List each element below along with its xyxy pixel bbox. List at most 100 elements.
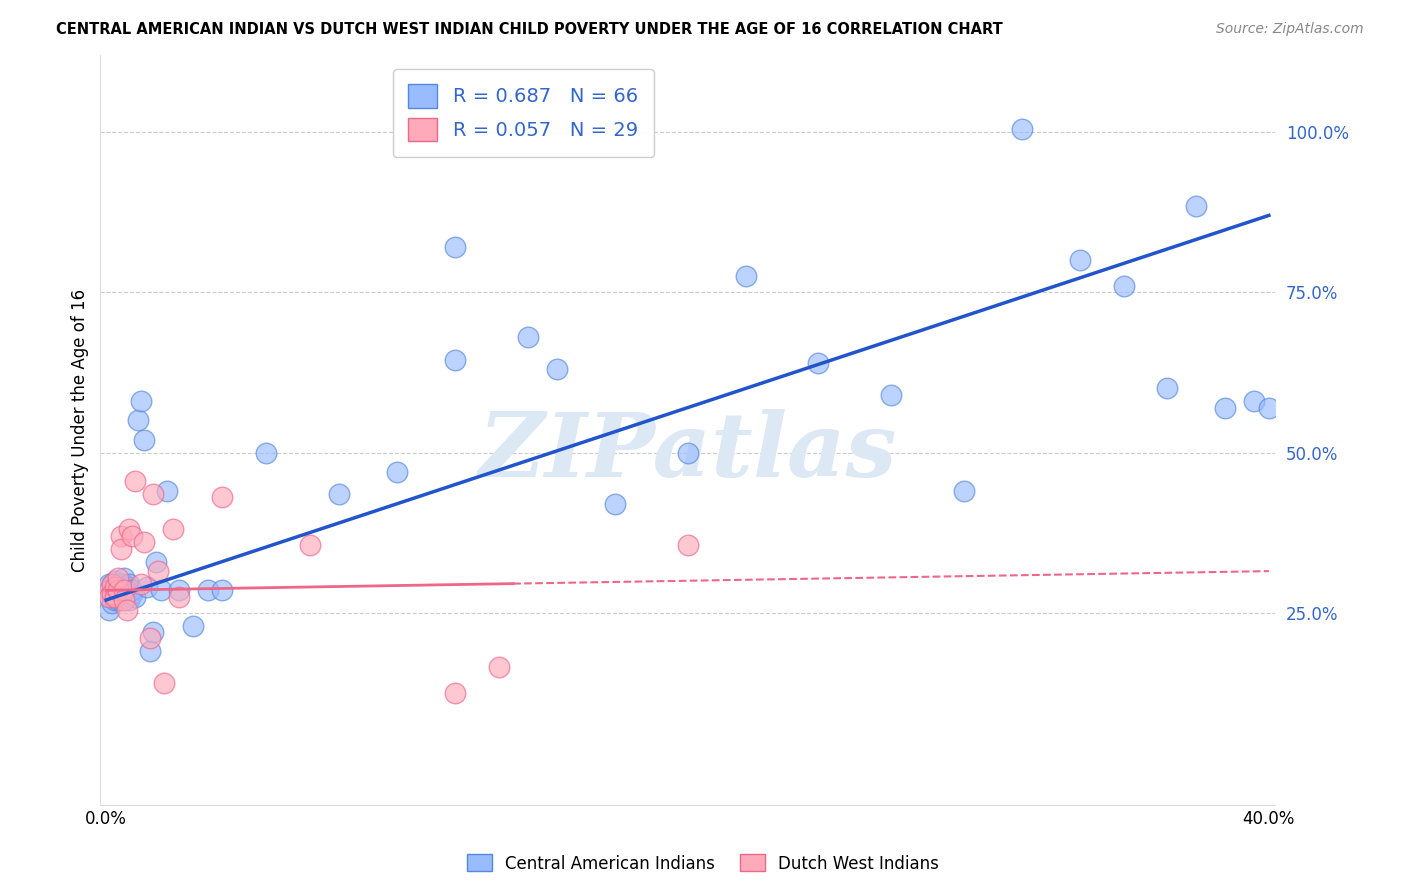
Point [98, 590, 121, 604]
Legend: Central American Indians, Dutch West Indians: Central American Indians, Dutch West Ind… [460, 847, 946, 880]
Point [101, 586, 124, 600]
Point [101, 577, 124, 591]
Point [112, 590, 135, 604]
Point [444, 240, 467, 254]
Text: ZIPatlas: ZIPatlas [479, 409, 896, 496]
Point [135, 580, 157, 594]
Point [124, 590, 146, 604]
Point [807, 356, 830, 370]
Point [107, 586, 129, 600]
Point [952, 483, 974, 498]
Point [98, 577, 121, 591]
Point [1156, 381, 1178, 395]
Point [197, 583, 219, 598]
Point [385, 465, 408, 479]
Point [167, 583, 190, 598]
Point [298, 539, 321, 553]
Point [112, 583, 135, 598]
Point [112, 583, 135, 598]
Point [139, 632, 162, 646]
Point [254, 445, 277, 459]
Point [115, 586, 138, 600]
Point [121, 583, 143, 598]
Point [167, 590, 190, 604]
Point [150, 583, 173, 598]
Point [101, 596, 124, 610]
Point [1185, 199, 1208, 213]
Point [101, 583, 124, 598]
Point [110, 541, 132, 556]
Point [121, 586, 143, 600]
Point [107, 577, 129, 591]
Point [142, 487, 165, 501]
Point [104, 580, 127, 594]
Point [118, 577, 141, 591]
Point [444, 686, 467, 700]
Point [145, 554, 167, 568]
Point [107, 593, 129, 607]
Point [104, 583, 127, 598]
Point [1243, 394, 1265, 409]
Point [676, 539, 699, 553]
Point [104, 586, 127, 600]
Point [328, 487, 350, 501]
Point [148, 564, 170, 578]
Point [139, 644, 162, 658]
Point [110, 593, 132, 607]
Point [104, 590, 127, 604]
Point [118, 523, 141, 537]
Point [880, 388, 903, 402]
Point [129, 394, 152, 409]
Point [156, 483, 179, 498]
Point [132, 535, 155, 549]
Point [118, 580, 141, 594]
Point [1112, 279, 1135, 293]
Point [211, 491, 233, 505]
Text: CENTRAL AMERICAN INDIAN VS DUTCH WEST INDIAN CHILD POVERTY UNDER THE AGE OF 16 C: CENTRAL AMERICAN INDIAN VS DUTCH WEST IN… [56, 22, 1002, 37]
Point [127, 413, 149, 427]
Point [603, 497, 626, 511]
Point [110, 580, 132, 594]
Point [98, 583, 121, 598]
Point [734, 269, 756, 284]
Point [1011, 121, 1033, 136]
Point [153, 676, 176, 690]
Point [546, 362, 568, 376]
Point [110, 529, 132, 543]
Point [112, 570, 135, 584]
Point [98, 602, 121, 616]
Point [676, 445, 699, 459]
Point [110, 586, 132, 600]
Point [104, 574, 127, 588]
Point [162, 523, 184, 537]
Point [129, 577, 152, 591]
Point [110, 577, 132, 591]
Point [124, 475, 146, 489]
Point [104, 580, 127, 594]
Point [516, 330, 538, 344]
Point [211, 583, 233, 598]
Text: Source: ZipAtlas.com: Source: ZipAtlas.com [1216, 22, 1364, 37]
Point [444, 352, 467, 367]
Point [118, 593, 141, 607]
Point [183, 618, 205, 632]
Point [107, 583, 129, 598]
Point [115, 580, 138, 594]
Point [132, 433, 155, 447]
Point [1213, 401, 1236, 415]
Point [112, 593, 135, 607]
Point [112, 577, 135, 591]
Point [1257, 401, 1279, 415]
Point [488, 660, 510, 674]
Point [1069, 253, 1091, 268]
Point [101, 577, 124, 591]
Point [98, 590, 121, 604]
Point [121, 529, 143, 543]
Point [104, 593, 127, 607]
Legend: R = 0.687   N = 66, R = 0.057   N = 29: R = 0.687 N = 66, R = 0.057 N = 29 [392, 69, 654, 157]
Point [115, 602, 138, 616]
Point [107, 577, 129, 591]
Point [142, 625, 165, 640]
Y-axis label: Child Poverty Under the Age of 16: Child Poverty Under the Age of 16 [72, 288, 89, 572]
Point [107, 570, 129, 584]
